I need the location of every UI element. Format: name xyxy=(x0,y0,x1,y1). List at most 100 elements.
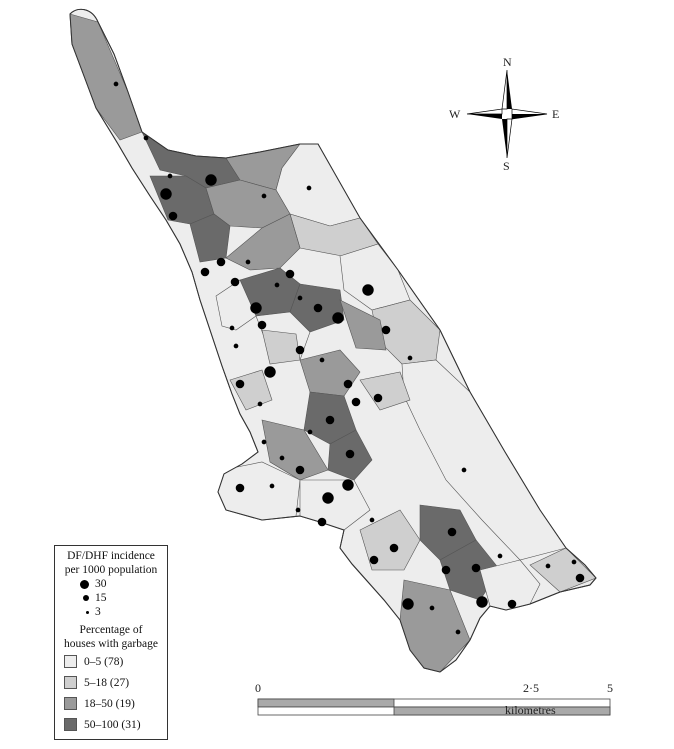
garbage-label-1: 5–18 (27) xyxy=(84,676,130,689)
incidence-dot xyxy=(297,295,303,301)
incidence-dot xyxy=(295,345,305,355)
incidence-dot-large xyxy=(80,579,89,589)
incidence-dot xyxy=(343,379,353,389)
incidence-dot xyxy=(389,543,399,553)
district-22 xyxy=(359,509,421,571)
incidence-dot xyxy=(279,455,285,461)
incidence-dot xyxy=(264,366,276,378)
garbage-swatch-0 xyxy=(64,655,77,668)
incidence-dot xyxy=(235,379,245,389)
incidence-dot xyxy=(233,343,239,349)
incidence-dot xyxy=(322,492,334,504)
scale-tick-0: 0 xyxy=(255,681,261,695)
incidence-dot xyxy=(455,629,461,635)
compass-label-s: S xyxy=(503,159,510,173)
incidence-dot xyxy=(345,449,355,459)
compass-label-n: N xyxy=(503,55,512,69)
incidence-dot xyxy=(476,596,488,608)
incidence-dot xyxy=(575,573,585,583)
incidence-dot xyxy=(257,320,267,330)
incidence-dot xyxy=(407,355,413,361)
district-1 xyxy=(70,13,143,141)
incidence-dot xyxy=(381,325,391,335)
incidence-dot xyxy=(295,507,301,513)
incidence-legend-item-3: 3 xyxy=(55,605,167,619)
incidence-dot-small xyxy=(86,610,89,614)
incidence-dot xyxy=(373,393,383,403)
garbage-swatch-2 xyxy=(64,697,77,710)
district-19 xyxy=(261,419,329,481)
scale-tick-mid: 2·5 xyxy=(523,681,539,695)
district-12 xyxy=(225,213,301,271)
incidence-dot xyxy=(295,465,305,475)
incidence-dot xyxy=(571,559,577,565)
incidence-dot-medium xyxy=(83,595,89,601)
incidence-legend-item-30: 30 xyxy=(55,577,167,591)
incidence-dot xyxy=(332,312,344,324)
incidence-dot xyxy=(319,357,325,363)
compass-rose: N S E W xyxy=(449,55,559,173)
incidence-dot xyxy=(216,257,226,267)
garbage-swatch-1 xyxy=(64,676,77,689)
incidence-dot xyxy=(235,483,245,493)
map-legend: DF/DHF incidence per 1000 population 30 … xyxy=(54,545,168,740)
district-11 xyxy=(189,213,231,263)
incidence-dot xyxy=(507,599,517,609)
incidence-dot xyxy=(250,302,262,314)
district-28 xyxy=(359,371,411,411)
incidence-dot xyxy=(342,479,354,491)
incidence-dot xyxy=(471,563,481,573)
garbage-label-3: 50–100 (31) xyxy=(84,718,141,731)
district-9 xyxy=(401,359,567,561)
incidence-dot xyxy=(362,284,374,296)
garbage-title-line1: Percentage of xyxy=(79,624,143,636)
incidence-dot xyxy=(261,193,267,199)
garbage-title-line2: houses with garbage xyxy=(64,638,158,650)
incidence-dot xyxy=(313,303,323,313)
incidence-label-3: 3 xyxy=(95,606,101,618)
incidence-dot xyxy=(200,267,210,277)
incidence-dots-layer xyxy=(113,81,585,635)
incidence-dot xyxy=(143,135,149,141)
incidence-dot xyxy=(113,81,119,87)
study-area-border xyxy=(69,8,597,673)
incidence-title-line2: per 1000 population xyxy=(64,564,158,576)
incidence-dot xyxy=(325,415,335,425)
incidence-dot xyxy=(229,325,235,331)
incidence-dot xyxy=(168,211,178,221)
incidence-dot xyxy=(447,527,457,537)
garbage-swatch-3 xyxy=(64,718,77,731)
incidence-label-15: 15 xyxy=(95,592,107,604)
incidence-dot xyxy=(230,277,240,287)
incidence-dot xyxy=(429,605,435,611)
incidence-title-line1: DF/DHF incidence xyxy=(67,550,155,562)
garbage-legend-title: Percentage of houses with garbage xyxy=(55,623,167,651)
incidence-dot xyxy=(261,439,267,445)
incidence-dot xyxy=(369,517,375,523)
incidence-dot xyxy=(402,598,414,610)
incidence-legend-item-15: 15 xyxy=(55,591,167,605)
incidence-dot xyxy=(306,185,312,191)
incidence-dot xyxy=(317,517,327,527)
incidence-dot xyxy=(257,401,263,407)
incidence-dot xyxy=(245,259,251,265)
incidence-dot xyxy=(167,173,173,179)
district-32 xyxy=(261,329,301,365)
incidence-dot xyxy=(274,282,280,288)
garbage-class-18-50: 18–50 (19) xyxy=(55,693,167,714)
incidence-dot xyxy=(269,483,275,489)
garbage-label-0: 0–5 (78) xyxy=(84,655,124,668)
garbage-class-0-5: 0–5 (78) xyxy=(55,651,167,672)
compass-label-e: E xyxy=(552,107,559,121)
scale-tick-end: 5 xyxy=(607,681,613,695)
garbage-class-50-100: 50–100 (31) xyxy=(55,714,167,735)
incidence-dot xyxy=(441,565,451,575)
scale-bar: 0 2·5 5 kilometres xyxy=(255,681,613,717)
incidence-dot xyxy=(545,563,551,569)
districts-layer xyxy=(70,13,596,673)
district-29 xyxy=(339,299,387,351)
garbage-label-2: 18–50 (19) xyxy=(84,697,135,710)
incidence-dot xyxy=(307,429,313,435)
compass-label-w: W xyxy=(449,107,461,121)
